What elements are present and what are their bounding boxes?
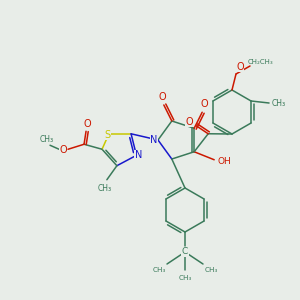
Text: O: O [59, 145, 67, 155]
Text: CH₃: CH₃ [40, 135, 54, 144]
Text: O: O [185, 117, 193, 127]
Text: CH₃: CH₃ [204, 267, 218, 273]
Text: O: O [200, 99, 208, 109]
Text: O: O [236, 62, 244, 72]
Text: CH₃: CH₃ [152, 267, 166, 273]
Text: CH₃: CH₃ [272, 100, 286, 109]
Text: O: O [83, 119, 91, 129]
Text: N: N [135, 150, 142, 160]
Text: CH₃: CH₃ [178, 275, 192, 281]
Text: OH: OH [217, 157, 231, 166]
Text: O: O [158, 92, 166, 102]
Text: S: S [105, 130, 111, 140]
Text: N: N [150, 135, 158, 145]
Text: CH₂CH₃: CH₂CH₃ [247, 59, 273, 65]
Text: CH₃: CH₃ [98, 184, 112, 193]
Text: C: C [182, 248, 188, 256]
